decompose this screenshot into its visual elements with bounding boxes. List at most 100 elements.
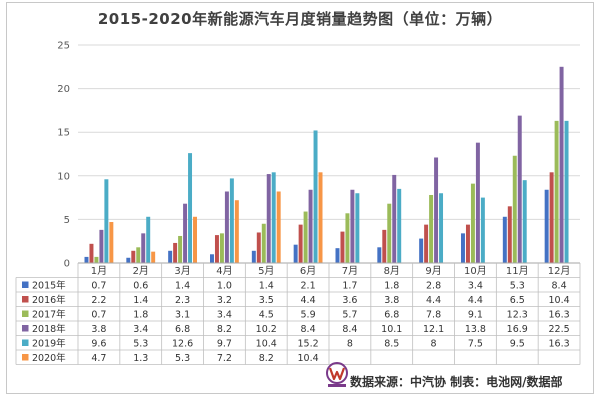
bar (89, 243, 94, 263)
bar (266, 174, 271, 263)
data-label: 4.4 (301, 295, 316, 306)
bar (507, 206, 512, 263)
data-label: 7.2 (217, 353, 232, 364)
legend-label: 2018年 (32, 323, 66, 335)
bar (183, 203, 188, 263)
data-label: 16.3 (549, 310, 570, 321)
bar (355, 193, 360, 263)
bar (261, 223, 266, 263)
bar (151, 251, 156, 263)
bar (214, 235, 219, 263)
bar (559, 66, 564, 263)
bar (234, 200, 239, 263)
category-label: 3月 (174, 265, 190, 277)
bar (224, 191, 229, 263)
data-label: 2.2 (91, 295, 106, 306)
data-label: 5.3 (133, 339, 148, 350)
y-tick-label: 10 (57, 171, 70, 182)
data-label: 0.7 (91, 310, 106, 321)
data-label: 10.4 (256, 339, 277, 350)
category-label: 1月 (91, 265, 107, 277)
data-label: 2.3 (175, 295, 190, 306)
bar (424, 224, 429, 263)
bar (313, 130, 318, 263)
bar (522, 180, 527, 263)
bar (318, 172, 323, 263)
bar (188, 153, 193, 263)
bar (480, 197, 485, 263)
bar (439, 193, 444, 263)
bar (168, 250, 173, 263)
category-label: 6月 (300, 265, 316, 277)
data-label: 3.4 (217, 310, 232, 321)
data-label: 1.8 (384, 281, 399, 292)
data-label: 1.4 (133, 295, 148, 306)
data-label: 1.8 (133, 310, 148, 321)
bar (193, 216, 197, 263)
bar (350, 189, 355, 263)
legend-swatch (22, 310, 29, 317)
data-label: 9.7 (217, 339, 232, 350)
category-label: 5月 (258, 265, 274, 277)
data-label: 6.8 (384, 310, 399, 321)
category-label: 12月 (548, 265, 571, 277)
data-label: 3.4 (468, 281, 483, 292)
data-label: 10.4 (298, 353, 319, 364)
legend-label: 2016年 (32, 294, 66, 306)
bar (293, 244, 298, 263)
bar (271, 172, 276, 263)
data-label: 13.8 (465, 324, 486, 335)
data-label: 16.3 (549, 339, 570, 350)
data-label: 16.9 (507, 324, 528, 335)
category-label: 7月 (342, 265, 358, 277)
bar (512, 155, 517, 263)
data-label: 12.1 (423, 324, 444, 335)
bar (104, 179, 109, 263)
bar (219, 233, 224, 263)
data-label: 0.7 (91, 281, 106, 292)
data-label: 3.6 (342, 295, 357, 306)
legend-swatch (22, 339, 29, 346)
bar (229, 178, 234, 263)
legend-label: 2017年 (32, 309, 66, 321)
y-tick-label: 25 (57, 41, 70, 52)
bar (392, 174, 397, 263)
bar (475, 142, 480, 263)
legend-swatch (22, 296, 29, 303)
data-label: 5.7 (342, 310, 357, 321)
bar (276, 191, 281, 263)
bar (544, 189, 549, 263)
data-label: 8.4 (301, 324, 316, 335)
data-label: 4.4 (426, 295, 441, 306)
bar (141, 233, 146, 263)
legend-swatch (22, 325, 29, 332)
data-label: 9.6 (91, 339, 106, 350)
bar (84, 256, 89, 263)
bar (298, 224, 303, 263)
data-label: 2.1 (301, 281, 316, 292)
bar (465, 224, 470, 263)
data-label: 7.5 (468, 339, 483, 350)
data-label: 1.7 (342, 281, 357, 292)
bar (109, 222, 114, 263)
data-label: 8.5 (384, 339, 399, 350)
data-label: 9.5 (510, 339, 525, 350)
data-label: 4.7 (91, 353, 106, 364)
bar (256, 232, 261, 263)
data-label: 7.8 (426, 310, 441, 321)
data-label: 5.3 (175, 353, 190, 364)
data-label: 5.9 (301, 310, 316, 321)
bar (126, 257, 131, 263)
bar (387, 203, 392, 263)
data-label: 8 (347, 339, 353, 350)
bar (429, 194, 434, 263)
bar (173, 242, 178, 263)
data-label: 8.2 (259, 353, 274, 364)
legend-label: 2015年 (32, 280, 66, 292)
data-label: 1.0 (217, 281, 232, 292)
data-label: 22.5 (549, 324, 570, 335)
data-label: 4.4 (468, 295, 483, 306)
bar (345, 213, 350, 263)
bar (564, 120, 569, 263)
